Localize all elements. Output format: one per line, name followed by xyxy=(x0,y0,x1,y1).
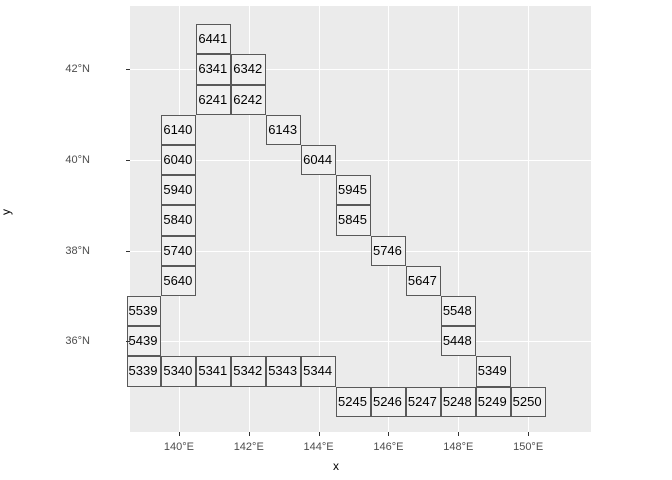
x-tick-mark xyxy=(248,432,250,436)
x-tick-label: 148°E xyxy=(443,441,474,453)
y-tick-mark xyxy=(126,250,130,252)
x-tick-mark xyxy=(178,432,180,436)
mesh-cell[interactable]: 5945 xyxy=(336,175,371,206)
x-tick-label: 144°E xyxy=(303,441,334,453)
mesh-cell[interactable]: 5940 xyxy=(161,175,197,206)
x-tick-mark xyxy=(388,432,390,436)
gridline-horizontal xyxy=(130,341,591,343)
x-tick-label: 146°E xyxy=(373,441,404,453)
mesh-cell[interactable]: 6140 xyxy=(161,114,197,145)
y-tick-mark xyxy=(126,341,130,343)
mesh-cell[interactable]: 5349 xyxy=(475,356,511,387)
mesh-cell[interactable]: 5245 xyxy=(336,386,371,417)
mesh-cell[interactable]: 6040 xyxy=(161,144,197,176)
mesh-cell[interactable]: 5249 xyxy=(475,386,511,417)
x-axis-title: x xyxy=(333,459,339,473)
mesh-cell[interactable]: 6241 xyxy=(196,84,232,115)
mesh-cell[interactable]: 6342 xyxy=(231,54,267,85)
gridline-vertical xyxy=(318,6,320,432)
mesh-cell[interactable]: 5342 xyxy=(231,356,267,387)
mesh-cell[interactable]: 5439 xyxy=(126,326,162,357)
x-tick-label: 140°E xyxy=(163,441,194,453)
mesh-cell[interactable]: 6441 xyxy=(196,24,232,55)
gridline-vertical xyxy=(388,6,390,432)
y-axis-title: y xyxy=(0,209,13,215)
plot-panel: 6441 6341 6342 6241 6242 6140 6143 6040 6044 5940… xyxy=(126,6,591,432)
mesh-cell[interactable]: 6341 xyxy=(196,54,232,85)
gridline-horizontal xyxy=(130,250,591,252)
mesh-cell[interactable]: 5647 xyxy=(405,265,441,297)
mesh-cell[interactable]: 5341 xyxy=(196,356,232,387)
gridline-vertical xyxy=(528,6,530,432)
y-tick-mark xyxy=(126,160,130,162)
mesh-cell[interactable]: 5448 xyxy=(440,326,476,357)
mesh-cell[interactable]: 5840 xyxy=(161,205,197,236)
mesh-cell[interactable]: 5845 xyxy=(336,205,371,236)
mesh-cell[interactable]: 6143 xyxy=(266,114,302,145)
x-tick-mark xyxy=(458,432,460,436)
mesh-cell[interactable]: 5548 xyxy=(440,296,476,327)
mesh-cell[interactable]: 5339 xyxy=(126,356,162,387)
mesh-cell[interactable]: 5250 xyxy=(510,386,546,417)
x-tick-mark xyxy=(318,432,320,436)
mesh-cell[interactable]: 5343 xyxy=(266,356,302,387)
mesh-cell[interactable]: 6242 xyxy=(231,84,267,115)
mesh-cell[interactable]: 5340 xyxy=(161,356,197,387)
mesh-cell[interactable]: 5640 xyxy=(161,265,197,297)
mesh-cell[interactable]: 5246 xyxy=(370,386,406,417)
mesh-cell[interactable]: 5539 xyxy=(126,296,162,327)
gridline-vertical xyxy=(248,6,250,432)
mesh-cell[interactable]: 5740 xyxy=(161,235,197,266)
mesh-cell[interactable]: 5344 xyxy=(301,356,337,387)
gridline-horizontal xyxy=(130,69,591,71)
x-tick-mark xyxy=(528,432,530,436)
y-tick-label: 40°N xyxy=(65,154,90,167)
mesh-cell[interactable]: 5247 xyxy=(405,386,441,417)
gridline-vertical xyxy=(458,6,460,432)
y-tick-label: 38°N xyxy=(65,244,90,257)
mesh-cell[interactable]: 5248 xyxy=(440,386,476,417)
mesh-cell[interactable]: 6044 xyxy=(301,144,337,176)
mesh-cell[interactable]: 5746 xyxy=(370,235,406,266)
y-tick-mark xyxy=(126,69,130,71)
y-tick-label: 42°N xyxy=(65,63,90,76)
x-tick-label: 142°E xyxy=(233,441,264,453)
gridline-horizontal xyxy=(130,160,591,162)
y-tick-label: 36°N xyxy=(65,335,90,348)
x-tick-label: 150°E xyxy=(513,441,544,453)
